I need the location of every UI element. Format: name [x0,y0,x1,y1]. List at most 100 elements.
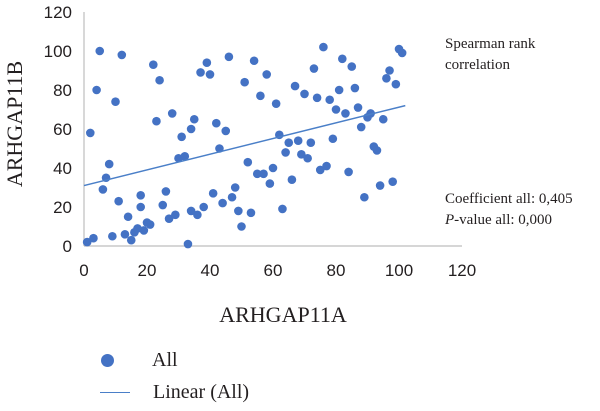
data-point [284,138,294,147]
data-point [126,235,136,245]
data-point [300,89,309,99]
data-point [259,169,268,179]
data-point [136,191,145,200]
data-point [139,226,149,235]
data-point [240,77,249,87]
data-point [322,161,331,171]
data-point [385,66,394,75]
data-point [98,185,108,194]
data-point [360,192,369,202]
data-point [271,99,281,108]
data-point [293,136,303,145]
data-point [205,70,215,79]
coefficient-text: Coefficient all: 0,405 [445,191,573,207]
data-point [303,153,312,163]
data-point [108,231,117,241]
x-tick-label: 120 [448,261,476,280]
data-point [177,132,186,142]
pvalue-italic: P [445,212,455,228]
data-point [186,124,196,134]
data-point [167,109,177,118]
legend-marker-dot [101,354,114,367]
x-tick-label: 100 [385,261,413,280]
data-point [111,97,120,106]
data-point [86,128,95,138]
data-point [180,152,190,161]
data-point [92,85,101,95]
data-point [164,214,174,223]
data-point [353,103,363,112]
stats-annotation: Coefficient all: 0,405 P-value all: 0,00… [445,189,573,231]
data-point [208,189,218,198]
axes [83,12,462,247]
data-point [152,116,161,126]
data-point [189,114,199,124]
data-point [243,157,253,167]
data-point [290,81,300,91]
data-point [306,138,316,147]
legend-label-linear: Linear (All) [153,381,250,403]
correlation-title-line1: Spearman rank [445,36,536,52]
data-point [278,204,287,214]
x-tick-label: 60 [264,261,283,280]
x-axis-title: ARHGAP11A [219,302,347,327]
data-point [249,56,259,66]
data-point [95,46,105,56]
data-point [309,64,319,73]
data-point [117,50,127,60]
data-point [375,181,385,190]
data-point [136,202,145,212]
data-point [341,109,350,118]
data-point [382,74,391,83]
data-point [391,79,401,89]
correlation-title-line2: correlation [445,57,510,73]
y-tick-label: 60 [53,120,72,139]
data-point [202,58,212,67]
data-point [312,93,322,103]
data-point [186,206,196,216]
data-point [334,85,344,95]
legend-marker-line [100,392,130,393]
data-point [104,159,114,169]
linear-trendline [83,104,406,187]
data-point [149,60,158,69]
data-point [196,68,205,77]
data-point [265,179,275,188]
y-tick-label: 0 [63,237,72,256]
data-point [221,126,231,136]
pvalue-text: P-value all: 0,000 [445,210,573,231]
data-point [287,175,297,184]
data-point [145,220,155,229]
data-point [234,206,243,216]
data-point [281,148,290,157]
data-point [297,150,306,159]
data-point [183,239,193,249]
data-point [199,202,208,212]
data-point [158,200,168,210]
data-points [82,42,407,249]
legend-label-all: All [152,349,178,371]
data-point [212,118,221,128]
data-point [331,105,341,114]
x-tick-label: 80 [327,261,346,280]
data-point [366,109,375,118]
y-tick-label: 40 [53,159,72,178]
data-point [328,134,338,144]
data-point [89,233,98,243]
y-axis-title: ARHGAP11B [2,61,27,187]
data-point [344,167,353,177]
data-point [372,146,382,155]
legend-item-all: All [100,349,178,372]
data-point [347,62,357,71]
correlation-title: Spearman rank correlation [445,34,535,76]
data-point [356,122,366,132]
data-point [230,183,240,192]
trendline-group [83,104,406,187]
data-point [120,230,130,239]
x-tick-label: 40 [201,261,220,280]
tick-labels: 0 20 40 60 80 100 120 0 20 40 60 80 100 120 [44,3,477,280]
data-point [161,187,171,196]
data-point [256,91,265,101]
data-point [397,48,407,58]
data-point [315,165,325,175]
